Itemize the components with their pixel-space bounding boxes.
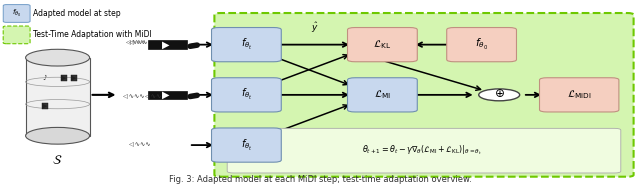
- Bar: [148, 41, 188, 49]
- Text: ▶: ▶: [162, 40, 170, 50]
- Text: Fig. 3: Adapted model at each MiDl step; test-time adaptation overview.: Fig. 3: Adapted model at each MiDl step;…: [168, 175, 472, 184]
- Text: $\mathcal{L}_{\mathrm{MI}}$: $\mathcal{L}_{\mathrm{MI}}$: [374, 89, 391, 101]
- Ellipse shape: [26, 127, 90, 144]
- Text: ▶: ▶: [42, 103, 47, 109]
- FancyBboxPatch shape: [211, 28, 282, 62]
- Ellipse shape: [26, 49, 90, 66]
- Text: $f_{\theta_t}$: $f_{\theta_t}$: [241, 87, 252, 102]
- Text: ▶: ▶: [71, 75, 76, 81]
- Text: $\hat{y}$: $\hat{y}$: [310, 21, 318, 35]
- FancyBboxPatch shape: [211, 78, 282, 112]
- Text: ◁ ∿∿: ◁ ∿∿: [128, 40, 145, 45]
- FancyArrowPatch shape: [190, 45, 197, 46]
- FancyBboxPatch shape: [348, 78, 417, 112]
- FancyBboxPatch shape: [214, 13, 634, 177]
- Bar: [26, 58, 90, 136]
- Text: $\oplus$: $\oplus$: [494, 87, 504, 100]
- FancyBboxPatch shape: [3, 26, 30, 44]
- Text: ♪: ♪: [42, 75, 47, 81]
- Text: Adapted model at step: Adapted model at step: [33, 9, 121, 18]
- Text: ◁ ∿∿∿: ◁ ∿∿∿: [122, 94, 144, 99]
- Text: $\mathcal{L}_{\mathrm{MiDl}}$: $\mathcal{L}_{\mathrm{MiDl}}$: [567, 89, 591, 101]
- FancyBboxPatch shape: [3, 5, 30, 22]
- Text: $\mathcal{L}_{\mathrm{KL}}$: $\mathcal{L}_{\mathrm{KL}}$: [373, 38, 392, 51]
- Text: ▶: ▶: [61, 75, 67, 81]
- Circle shape: [479, 89, 520, 101]
- FancyBboxPatch shape: [211, 128, 282, 162]
- FancyBboxPatch shape: [540, 78, 619, 112]
- FancyArrowPatch shape: [190, 95, 197, 97]
- FancyBboxPatch shape: [447, 28, 516, 62]
- Text: $f_{\theta_0}$: $f_{\theta_0}$: [475, 37, 488, 52]
- FancyBboxPatch shape: [227, 128, 621, 173]
- Text: ◁ ∿∿∿: ◁ ∿∿∿: [128, 143, 150, 147]
- Text: $\mathcal{S}$: $\mathcal{S}$: [52, 154, 63, 167]
- Text: ◁ ∿∿∿: ◁ ∿∿∿: [125, 40, 147, 45]
- Bar: [148, 91, 188, 99]
- Text: $f_{\theta_t}$: $f_{\theta_t}$: [241, 138, 252, 153]
- Text: $f_{\theta_0}$: $f_{\theta_0}$: [12, 8, 21, 19]
- Text: ◁ ∿∿∿: ◁ ∿∿∿: [144, 94, 166, 99]
- Text: $f_{\theta_t}$: $f_{\theta_t}$: [241, 37, 252, 52]
- Text: ▶: ▶: [162, 90, 170, 100]
- Text: $\theta_{t+1} = \theta_t - \gamma \nabla_\theta (\mathcal{L}_{\mathrm{MI}} + \ma: $\theta_{t+1} = \theta_t - \gamma \nabla…: [362, 144, 483, 157]
- Text: Test-Time Adaptation with MiDI: Test-Time Adaptation with MiDI: [33, 31, 152, 39]
- FancyBboxPatch shape: [348, 28, 417, 62]
